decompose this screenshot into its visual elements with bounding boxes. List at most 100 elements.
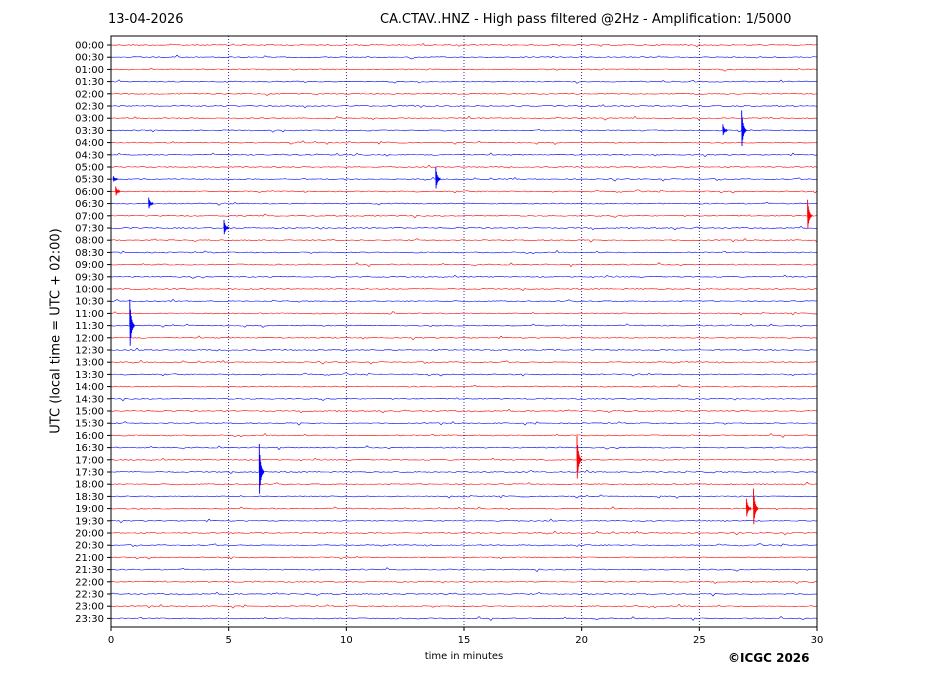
y-tick-label: 18:00 — [75, 480, 104, 491]
event-trace — [722, 124, 728, 136]
y-tick-label: 17:30 — [75, 468, 104, 479]
event-trace — [741, 110, 747, 147]
chart-title: CA.CTAV..HNZ - High pass filtered @2Hz -… — [380, 12, 792, 27]
event-trace — [148, 197, 154, 209]
trace-row-1130 — [110, 323, 818, 328]
trace-row-0500 — [110, 164, 818, 169]
trace-row-2000 — [111, 530, 818, 536]
y-tick-label: 16:00 — [75, 431, 104, 442]
event-trace — [258, 443, 265, 494]
y-tick-label: 10:30 — [75, 297, 104, 308]
y-tick-label: 22:00 — [75, 577, 104, 588]
trace-row-2130 — [110, 567, 818, 573]
trace-row-1830 — [111, 494, 818, 499]
y-tick-label: 17:00 — [75, 455, 104, 466]
y-tick-label: 15:00 — [75, 407, 104, 418]
trace-row-1900 — [110, 506, 818, 511]
y-tick-label: 02:00 — [75, 89, 104, 100]
y-tick-label: 07:30 — [75, 224, 104, 235]
y-tick-label: 23:30 — [75, 614, 104, 625]
y-tick-label: 01:00 — [75, 65, 104, 76]
trace-row-0330 — [111, 128, 818, 133]
x-tick-label: 15 — [458, 635, 471, 646]
y-tick-label: 23:00 — [75, 602, 104, 613]
trace-row-0530 — [110, 176, 817, 182]
y-tick-label: 05:30 — [75, 175, 104, 186]
y-tick-label: 04:00 — [75, 138, 104, 149]
y-tick-label: 19:00 — [75, 504, 104, 515]
trace-row-0700 — [110, 213, 818, 219]
y-tick-label: 03:30 — [75, 126, 104, 137]
y-tick-label: 18:30 — [75, 492, 104, 503]
y-tick-label: 20:00 — [75, 529, 104, 540]
x-axis: 0 5 10 15 20 25 30 — [108, 627, 824, 646]
y-tick-label: 13:00 — [75, 358, 104, 369]
plot-frame — [110, 35, 818, 628]
event-trace — [115, 186, 121, 196]
y-tick-label: 06:00 — [75, 187, 104, 198]
trace-row-1500 — [110, 408, 818, 414]
y-tick-label: 08:30 — [75, 248, 104, 259]
trace-row-2100 — [110, 555, 818, 560]
trace-row-1330 — [110, 372, 818, 377]
trace-row-1930 — [110, 518, 817, 524]
y-tick-label: 11:30 — [75, 321, 104, 332]
y-tick-label: 09:30 — [75, 272, 104, 283]
y-tick-label: 20:30 — [75, 541, 104, 552]
y-tick-label: 21:00 — [75, 553, 104, 564]
trace-row-0400 — [110, 140, 818, 145]
y-tick-label: 02:30 — [75, 102, 104, 113]
trace-row-2200 — [110, 580, 818, 584]
y-tick-label: 06:30 — [75, 199, 104, 210]
x-tick-label: 5 — [225, 635, 231, 646]
y-tick-label: 14:00 — [75, 382, 104, 393]
event-trace — [223, 219, 229, 235]
trace-row-0300 — [110, 115, 818, 121]
event-trace — [753, 488, 759, 525]
y-tick-label: 12:30 — [75, 346, 104, 357]
trace-row-1400 — [110, 384, 818, 388]
y-tick-label: 10:00 — [75, 285, 104, 296]
y-tick-label: 14:30 — [75, 394, 104, 405]
copyright-label: ©ICGC 2026 — [728, 651, 810, 665]
trace-row-0600 — [110, 189, 818, 194]
y-tick-label: 09:00 — [75, 260, 104, 271]
y-tick-label: 11:00 — [75, 309, 104, 320]
event-trace — [112, 176, 119, 182]
y-tick-label: 16:30 — [75, 443, 104, 454]
x-tick-label: 30 — [811, 635, 824, 646]
x-tick-label: 0 — [108, 635, 114, 646]
event-trace — [435, 167, 441, 189]
y-tick-label: 13:30 — [75, 370, 104, 381]
x-tick-label: 25 — [693, 635, 706, 646]
y-tick-label: 03:00 — [75, 114, 104, 125]
trace-row-1300 — [110, 359, 818, 365]
y-tick-label: 19:30 — [75, 516, 104, 527]
y-tick-label: 21:30 — [75, 565, 104, 576]
y-tick-label: 04:30 — [75, 150, 104, 161]
event-trace — [807, 199, 813, 229]
event-trace — [745, 498, 752, 517]
event-trace — [576, 435, 582, 479]
y-tick-label: 22:30 — [75, 590, 104, 601]
y-tick-label: 07:00 — [75, 211, 104, 222]
y-tick-label: 12:00 — [75, 333, 104, 344]
y-tick-label: 08:00 — [75, 236, 104, 247]
vertical-grid — [228, 36, 700, 627]
trace-row-1200 — [110, 335, 818, 341]
y-tick-label: 15:30 — [75, 419, 104, 430]
date-label: 13-04-2026 — [108, 12, 184, 27]
y-tick-label: 01:30 — [75, 77, 104, 88]
trace-row-1230 — [110, 347, 818, 352]
y-tick-label: 00:00 — [75, 41, 104, 52]
y-tick-label: 00:30 — [75, 53, 104, 64]
event-trace — [129, 299, 135, 346]
x-tick-label: 20 — [575, 635, 588, 646]
trace-row-2030 — [110, 543, 818, 547]
x-axis-label: time in minutes — [424, 651, 504, 662]
y-tick-label: 05:00 — [75, 163, 104, 174]
trace-row-0430 — [110, 152, 818, 158]
trace-row-1100 — [110, 310, 818, 316]
